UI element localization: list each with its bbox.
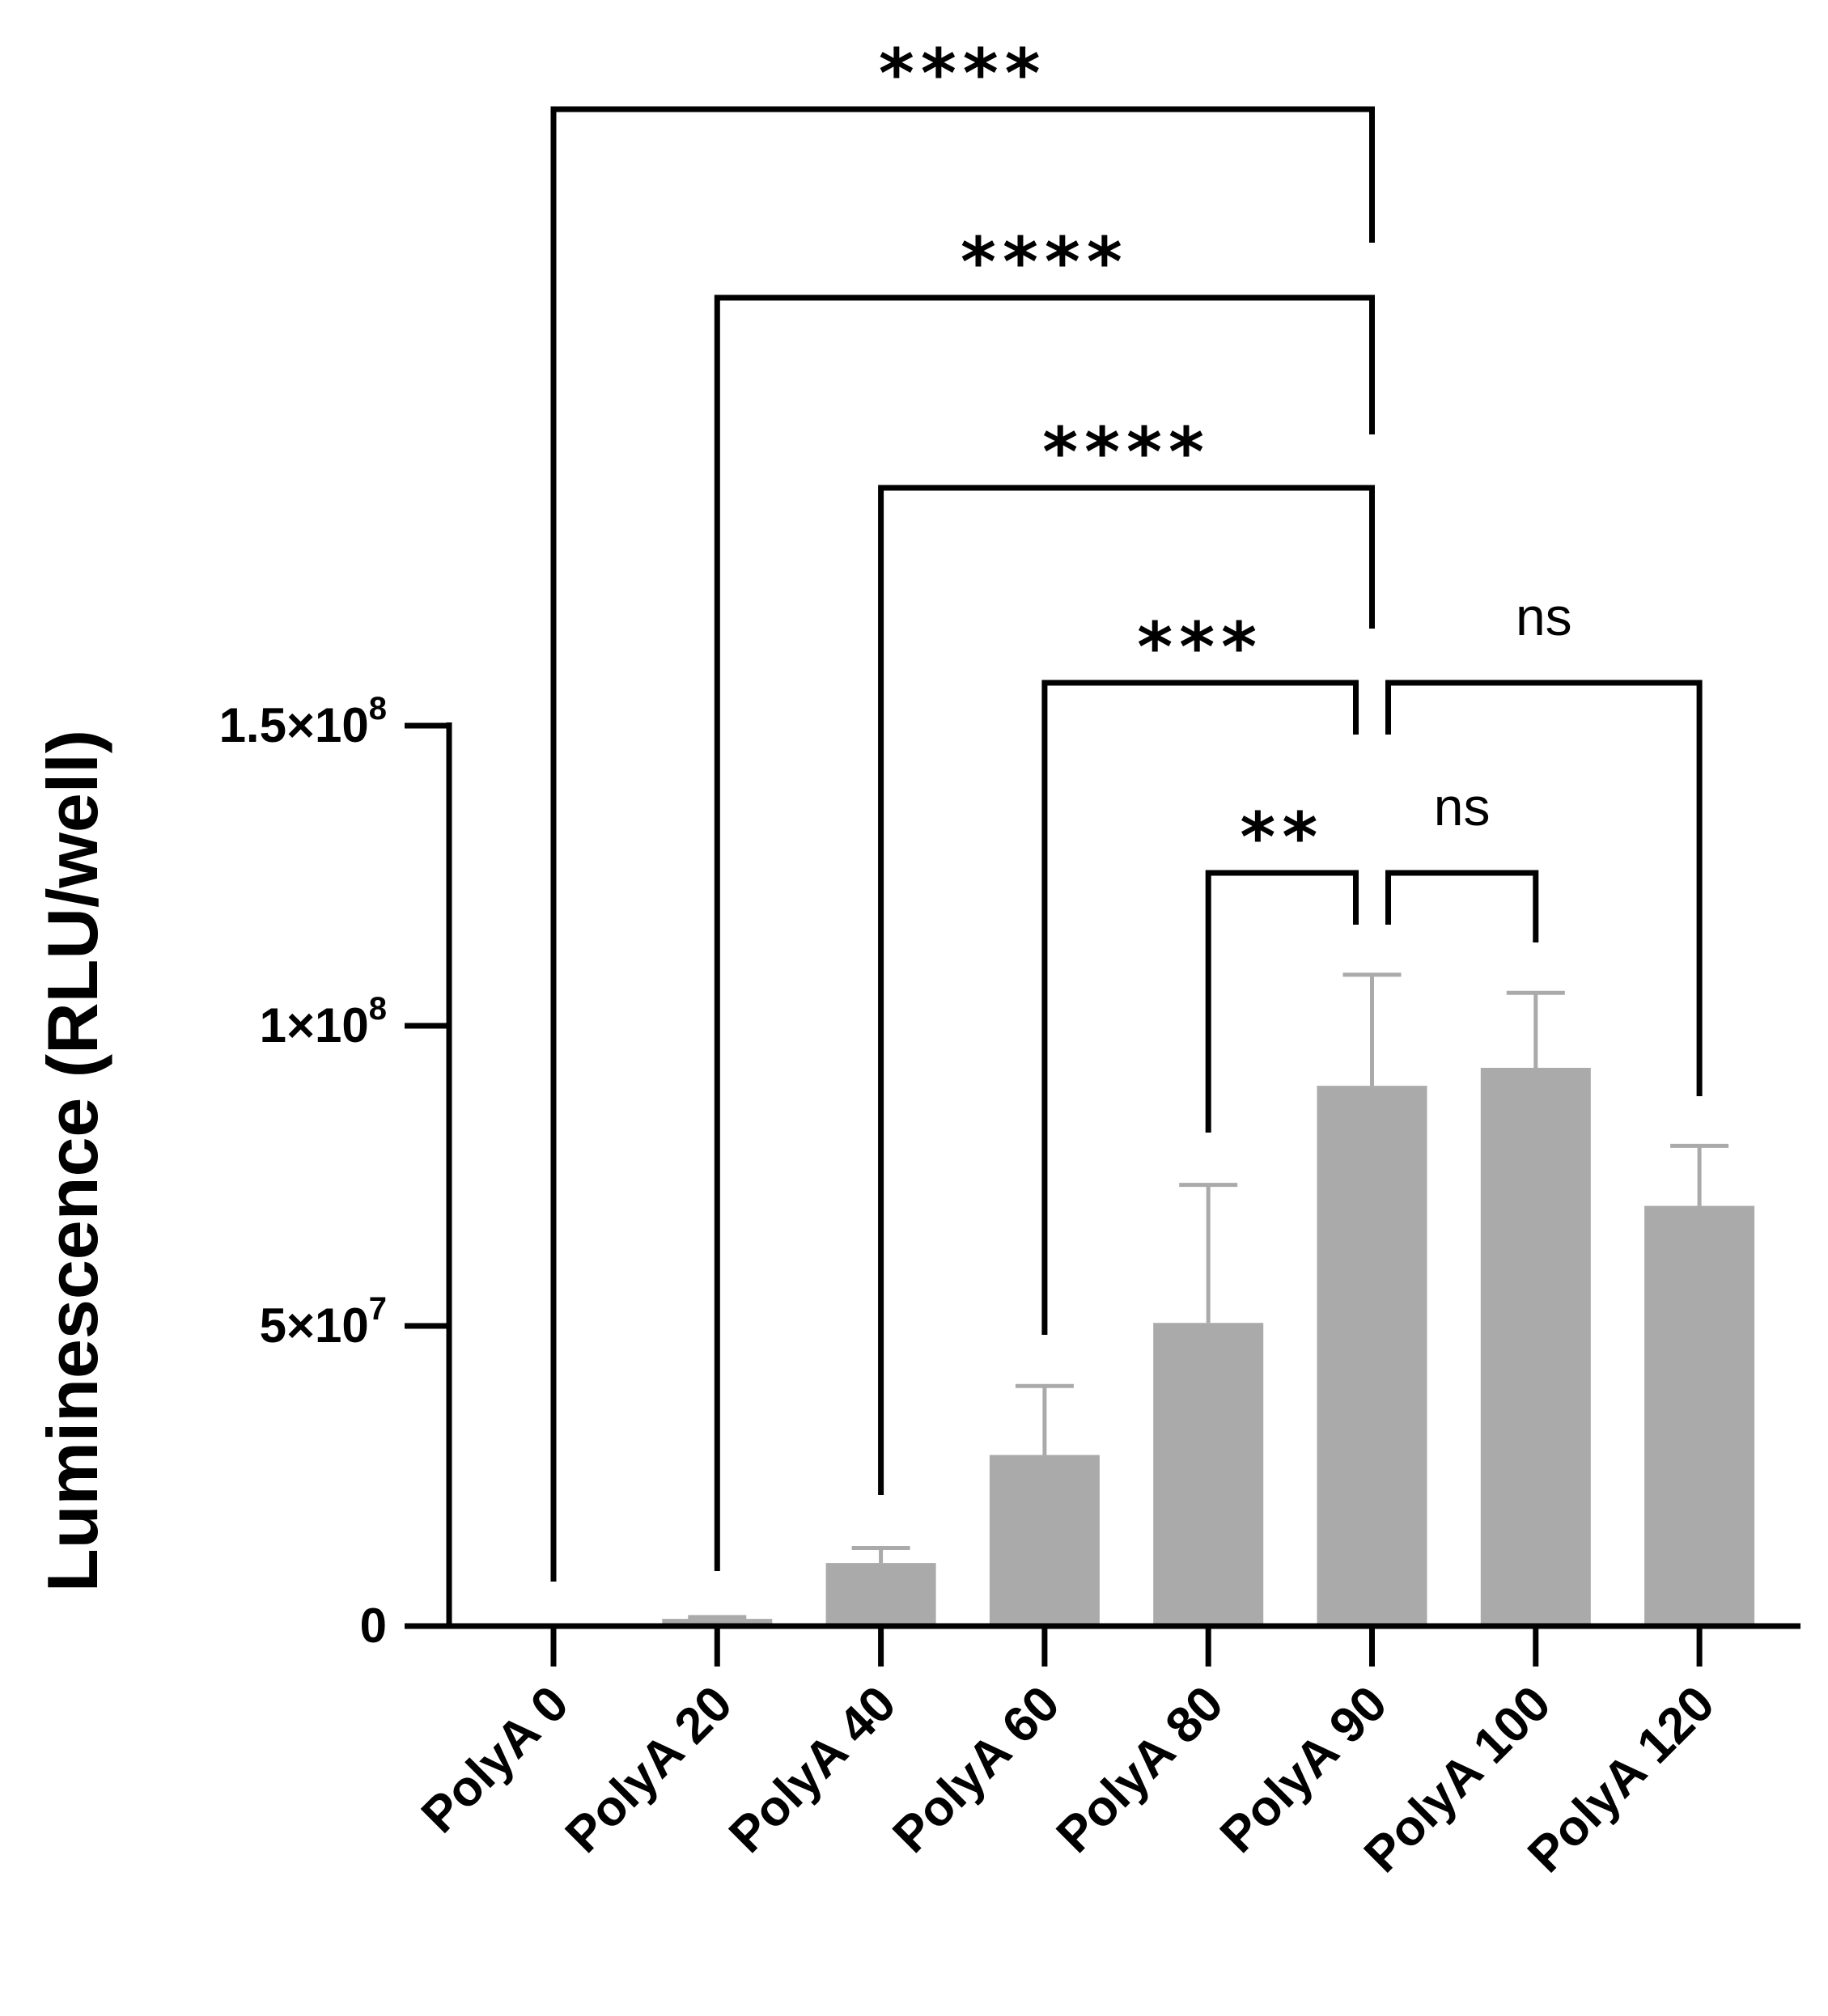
bar-7 <box>1644 1205 1755 1626</box>
bracket-2 <box>878 485 1375 1495</box>
bar-5 <box>1317 1086 1427 1626</box>
error-bars-group <box>688 972 1729 1620</box>
bracket-3 <box>1041 680 1359 1335</box>
y-axis-label: Luminescence (RLU/well) <box>32 730 112 1592</box>
bar-4 <box>1153 1323 1264 1626</box>
bracket-4 <box>1205 870 1359 1133</box>
x-tick-label-3: PolyA 60 <box>882 1675 1070 1863</box>
x-tick-label-0: PolyA 0 <box>411 1675 579 1844</box>
bar-2 <box>825 1563 936 1626</box>
x-tick-label-2: PolyA 40 <box>719 1675 906 1863</box>
significance-label-2: **** <box>1042 413 1211 492</box>
x-tick-label-1: PolyA 20 <box>555 1675 743 1863</box>
y-tick-label-1: 5×107 <box>260 1291 387 1353</box>
significance-label-4: ** <box>1240 798 1324 877</box>
significance-label-0: **** <box>879 34 1047 113</box>
y-tick-label-0: 0 <box>360 1599 387 1653</box>
y-ticks-group: 0 5×107 1×108 1.5×108 <box>219 691 449 1653</box>
bar-3 <box>989 1455 1100 1626</box>
y-tick-label-2: 1×108 <box>260 991 387 1052</box>
significance-label-1: **** <box>961 222 1129 302</box>
significance-label-5: ns <box>1434 777 1491 836</box>
x-tick-label-4: PolyA 80 <box>1046 1675 1234 1863</box>
bracket-5 <box>1385 870 1539 942</box>
bracket-0 <box>550 106 1375 1582</box>
significance-label-6: ns <box>1516 587 1572 646</box>
bar-1 <box>662 1619 773 1626</box>
bars-group <box>498 1067 1755 1626</box>
bracket-6 <box>1385 680 1703 1096</box>
significance-label-3: *** <box>1137 608 1263 687</box>
bar-6 <box>1480 1067 1591 1626</box>
y-tick-label-3: 1.5×108 <box>219 691 387 752</box>
bracket-1 <box>714 294 1375 1571</box>
axes-group <box>405 722 1800 1629</box>
